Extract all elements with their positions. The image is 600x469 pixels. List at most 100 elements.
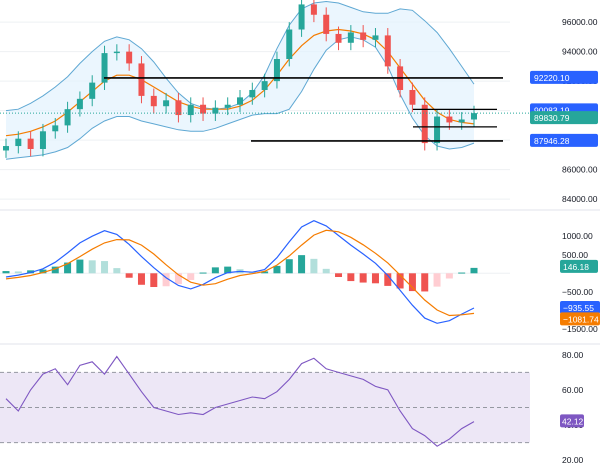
macd-histogram-bar <box>27 270 35 274</box>
macd-histogram-bar <box>174 273 182 285</box>
macd-histogram-bar <box>76 259 84 274</box>
rsi-axis-tick-label: 20.00 <box>562 455 584 465</box>
candle-body <box>76 98 83 110</box>
candle-body <box>101 53 108 83</box>
macd-value: −935.55 <box>563 303 594 313</box>
macd-histogram-bar <box>113 268 121 274</box>
rsi-axis-tick-label: 60.00 <box>562 385 584 395</box>
candle-body <box>471 113 477 120</box>
macd-histogram-bar <box>470 267 478 274</box>
macd-axis-tick-label: 1000.00 <box>562 231 593 241</box>
macd-histogram-bar <box>285 259 293 274</box>
candle-body <box>298 4 305 30</box>
macd-histogram-bar <box>445 273 453 279</box>
macd-histogram-bar <box>211 267 219 274</box>
macd-histogram-bar <box>298 255 306 274</box>
macd-histogram-bar <box>384 273 392 286</box>
macd-histogram-bar <box>347 273 355 282</box>
last-price-tag: 89830.79 <box>530 111 598 125</box>
bollinger-band-fill <box>6 1 474 160</box>
macd-histogram-bar <box>421 273 429 292</box>
candle-body <box>273 59 280 82</box>
macd-histogram-bar <box>273 265 281 274</box>
candle-body <box>409 89 416 105</box>
resistance-price-tag: 92220.10 <box>530 70 598 84</box>
macd-histogram-value: 146.18 <box>563 262 589 272</box>
macd-histogram-bar <box>408 273 416 292</box>
macd-histogram-bar <box>39 269 47 274</box>
candle-body <box>261 81 268 90</box>
candle-body <box>384 35 391 67</box>
candle-body <box>187 104 194 116</box>
candle-body <box>200 104 207 114</box>
candle-body <box>39 131 46 149</box>
macd-histogram-bar <box>322 268 330 274</box>
macd-signal-value: −1081.74 <box>563 314 599 324</box>
bollinger-lower-line <box>5 36 475 160</box>
macd-axis-tick-label: 500.00 <box>562 250 588 260</box>
macd-value-tag: −935.55 <box>560 300 600 314</box>
candle-body <box>237 97 243 105</box>
macd-axis-tick-label: −500.00 <box>562 287 593 297</box>
candle-body <box>310 4 317 15</box>
candle-body <box>15 138 22 147</box>
macd-histogram-bar <box>150 273 158 288</box>
macd-signal-line <box>5 229 475 317</box>
macd-histogram-bar <box>396 273 404 289</box>
candle-body <box>175 100 182 116</box>
candle-body <box>126 51 133 64</box>
candlestick-series <box>3 0 477 158</box>
macd-histogram-bar <box>335 273 343 277</box>
candle-body <box>138 63 145 96</box>
macd-panel[interactable] <box>0 220 510 324</box>
macd-histogram-bar <box>199 272 207 274</box>
macd-histogram-bar <box>371 273 379 284</box>
macd-histogram-bar <box>261 271 269 274</box>
macd-histogram-bar <box>162 273 170 287</box>
candle-body <box>27 138 34 149</box>
price-axis-tick-label: 96000.00 <box>562 17 598 27</box>
candle-body <box>163 100 170 107</box>
macd-histogram-bar <box>88 260 96 274</box>
support-price-tag: 87946.28 <box>530 133 598 147</box>
candle-body <box>434 116 441 144</box>
macd-histogram-bar <box>2 271 10 274</box>
candle-body <box>286 29 293 60</box>
candle-body <box>212 107 219 114</box>
resistance-price-label: 92220.10 <box>534 73 570 83</box>
candle-body <box>347 32 354 43</box>
macd-histogram-bar <box>359 273 367 283</box>
candle-body <box>458 119 465 123</box>
macd-histogram-bar <box>101 261 109 274</box>
candle-body <box>323 14 330 34</box>
rsi-panel[interactable] <box>0 355 530 447</box>
price-axis-tick-label: 94000.00 <box>562 47 598 57</box>
macd-signal-tag: −1081.74 <box>560 312 600 326</box>
candle-body <box>224 104 231 108</box>
macd-axis-tick-label: −1500.00 <box>562 324 598 334</box>
macd-histogram-tag: 146.18 <box>560 259 598 273</box>
price-panel[interactable] <box>0 0 530 200</box>
macd-histogram-bar <box>187 273 195 280</box>
rsi-value-tag: 42.12 <box>560 414 584 428</box>
candle-body <box>372 35 379 40</box>
macd-histogram <box>2 255 478 292</box>
candle-body <box>113 51 120 54</box>
candle-body <box>249 89 256 98</box>
candle-body <box>150 95 157 107</box>
candle-body <box>3 146 9 151</box>
price-axis-tick-label: 86000.00 <box>562 165 598 175</box>
candle-body <box>335 33 342 43</box>
macd-histogram-bar <box>137 273 145 285</box>
last-price-label: 89830.79 <box>534 113 570 123</box>
macd-line <box>5 220 475 324</box>
candle-body <box>89 82 96 99</box>
macd-histogram-bar <box>310 258 318 274</box>
price-axis-tick-label: 84000.00 <box>562 194 598 204</box>
macd-histogram-bar <box>51 266 59 274</box>
upper-box-price-label: 90083.19 <box>534 105 570 115</box>
macd-histogram-bar <box>458 272 466 274</box>
macd-histogram-bar <box>125 273 133 278</box>
candle-body <box>421 104 428 144</box>
